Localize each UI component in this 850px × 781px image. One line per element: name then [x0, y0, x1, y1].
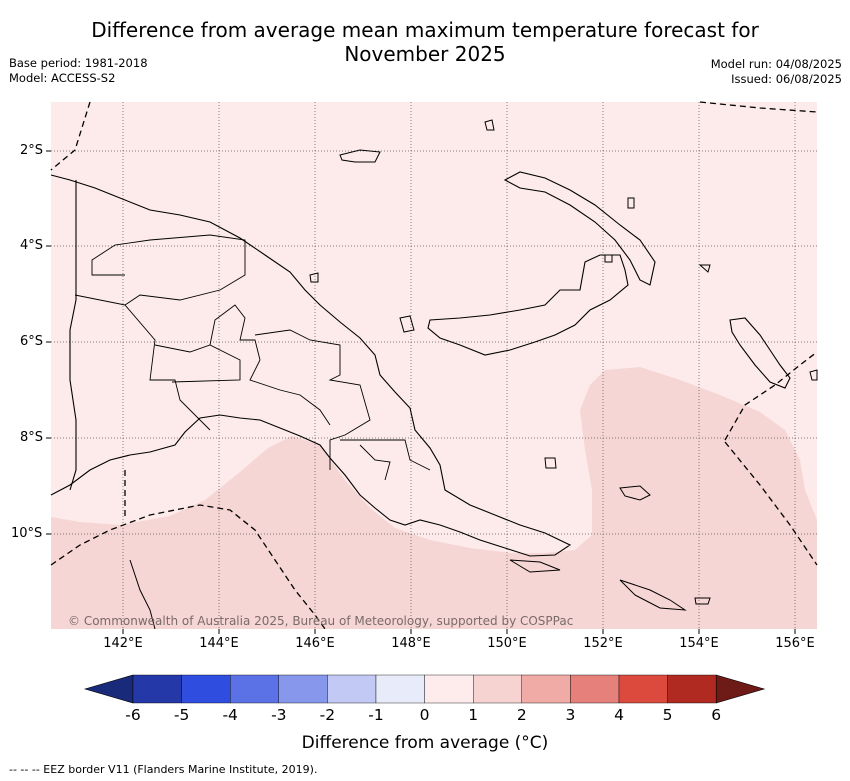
base-period: Base period: 1981-2018 — [9, 56, 148, 70]
colorbar-segment — [473, 674, 523, 704]
province-borders — [74, 234, 431, 481]
title-line-2: November 2025 — [344, 42, 506, 66]
bougainville-coastline — [729, 317, 791, 389]
legend-colorbar — [83, 674, 766, 704]
colorbar-segment — [618, 674, 668, 704]
colorbar-tick-label: -1 — [368, 706, 384, 724]
colorbar-segment — [181, 674, 231, 704]
colorbar-segment — [424, 674, 474, 704]
colorbar-arrow-left — [83, 674, 134, 704]
lat-label: 6°S — [20, 334, 44, 349]
colorbar-tick-label: 6 — [711, 706, 722, 724]
small-islands — [309, 119, 818, 611]
model-name: Model: ACCESS-S2 — [9, 71, 116, 85]
lon-label: 152°E — [583, 636, 623, 651]
colorbar-segment — [570, 674, 620, 704]
colorbar-segment — [278, 674, 328, 704]
eez-footnote: -- -- -- EEZ border V11 (Flanders Marine… — [9, 763, 318, 776]
colorbar-segment — [229, 674, 279, 704]
colorbar-tick-label: -4 — [222, 706, 238, 724]
lon-label: 142°E — [103, 636, 143, 651]
new-britain-coastline — [427, 254, 629, 356]
issued-date: Issued: 06/08/2025 — [731, 72, 842, 86]
model-run: Model run: 04/08/2025 — [710, 57, 842, 71]
meta-right: Model run: 04/08/2025 Issued: 06/08/2025 — [711, 57, 842, 87]
lat-label: 2°S — [20, 143, 44, 158]
colorbar-tick-label: -3 — [271, 706, 287, 724]
lon-label: 146°E — [295, 636, 335, 651]
colorbar-tick-label: 2 — [516, 706, 527, 724]
colorbar-tick-label: -5 — [173, 706, 190, 724]
colorbar-segment — [667, 674, 717, 704]
chart-title: Difference from average mean maximum tem… — [0, 18, 850, 66]
x-ticks — [122, 629, 796, 634]
new-ireland-coastline — [503, 171, 656, 286]
colorbar-tick-label: 1 — [468, 706, 479, 724]
colorbar-segment — [375, 674, 425, 704]
lon-label: 154°E — [679, 636, 719, 651]
lon-label: 156°E — [775, 636, 815, 651]
colorbar-tick-label: 3 — [565, 706, 576, 724]
cape-york-coastline — [129, 559, 156, 630]
colorbar-segment — [327, 674, 377, 704]
lon-label: 150°E — [487, 636, 527, 651]
international-border — [69, 180, 77, 491]
meta-left: Base period: 1981-2018 Model: ACCESS-S2 — [9, 56, 148, 86]
new-guinea-coastline — [50, 174, 572, 557]
colorbar-tick-label: -2 — [319, 706, 336, 724]
eez-borders — [50, 101, 818, 630]
title-line-1: Difference from average mean maximum tem… — [91, 18, 759, 42]
lat-label: 8°S — [20, 430, 44, 445]
colorbar-tick-label: -6 — [125, 706, 141, 724]
lat-label: 10°S — [11, 526, 43, 541]
graticule — [51, 102, 817, 629]
colorbar-segment — [521, 674, 571, 704]
colorbar-tick-label: 4 — [614, 706, 624, 724]
lat-label: 4°S — [20, 238, 44, 253]
colorbar-tick-label: 5 — [662, 706, 673, 724]
lon-label: 148°E — [391, 636, 431, 651]
colorbar-title: Difference from average (°C) — [301, 733, 549, 753]
lon-label: 144°E — [199, 636, 239, 651]
warmer-zone-southwest — [51, 367, 817, 629]
y-ticks — [46, 150, 51, 535]
colorbar-segment — [132, 674, 182, 704]
colorbar-arrow-right — [715, 674, 766, 704]
colorbar-tick-label: 0 — [419, 706, 430, 724]
copyright-notice: © Commonwealth of Australia 2025, Bureau… — [68, 614, 574, 628]
